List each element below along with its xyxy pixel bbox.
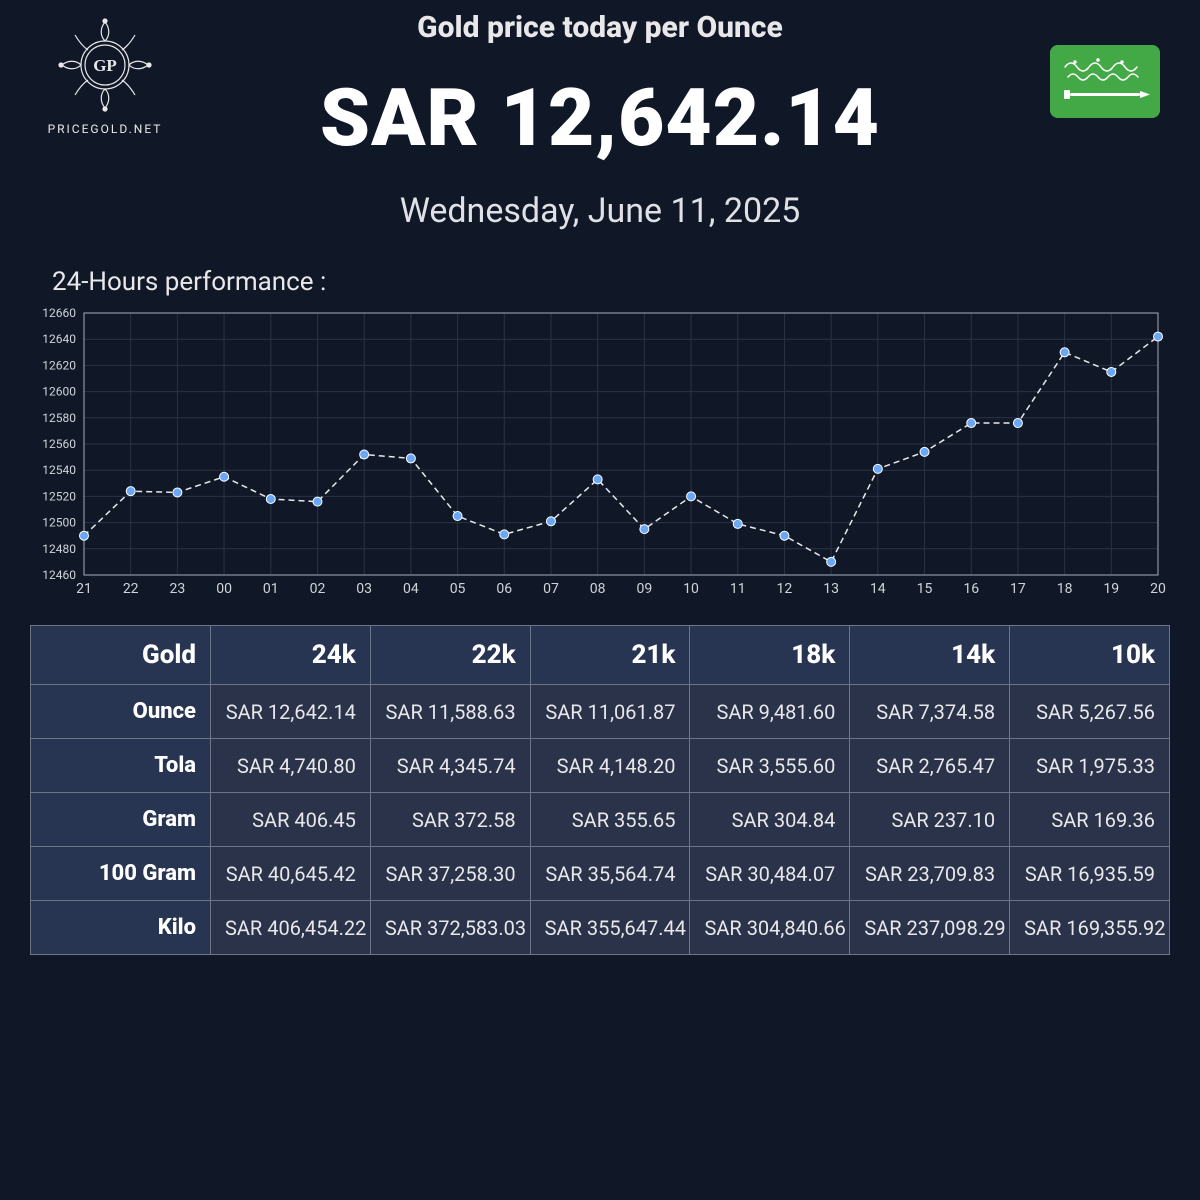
site-logo: GP PRICEGOLD.NET [40,10,170,136]
price-cell: SAR 4,740.80 [211,739,371,793]
price-cell: SAR 355,647.44 [530,901,690,955]
svg-text:07: 07 [543,581,559,597]
price-cell: SAR 1,975.33 [1010,739,1170,793]
svg-text:04: 04 [403,581,419,597]
price-cell: SAR 11,588.63 [370,685,530,739]
svg-text:06: 06 [496,581,512,597]
svg-text:15: 15 [917,581,933,597]
price-cell: SAR 23,709.83 [850,847,1010,901]
svg-text:12560: 12560 [42,437,76,451]
price-cell: SAR 169.36 [1010,793,1170,847]
price-cell: SAR 3,555.60 [690,739,850,793]
price-cell: SAR 406,454.22 [211,901,371,955]
price-cell: SAR 237.10 [850,793,1010,847]
price-cell: SAR 40,645.42 [211,847,371,901]
price-cell: SAR 35,564.74 [530,847,690,901]
chart-title: 24-Hours performance : [52,267,1170,297]
price-cell: SAR 372.58 [370,793,530,847]
row-label: Kilo [31,901,211,955]
svg-text:12480: 12480 [42,542,76,556]
gold-price-table: Gold 24k 22k 21k 18k 14k 10k OunceSAR 12… [30,625,1170,955]
logo-label: PRICEGOLD.NET [40,122,170,136]
svg-text:16: 16 [963,581,979,597]
price-cell: SAR 304,840.66 [690,901,850,955]
svg-text:12640: 12640 [42,332,76,346]
header: Gold price today per Ounce SAR 12,642.14… [30,10,1170,231]
price-cell: SAR 355.65 [530,793,690,847]
price-cell: SAR 12,642.14 [211,685,371,739]
col-22k: 22k [370,626,530,685]
price-cell: SAR 11,061.87 [530,685,690,739]
svg-text:21: 21 [76,581,92,597]
logo-emblem-icon: GP [40,10,170,120]
svg-text:12: 12 [777,581,793,597]
page: GP PRICEGOLD.NET Gold price today per Ou… [0,0,1200,1200]
svg-text:14: 14 [870,581,886,597]
svg-text:20: 20 [1150,581,1166,597]
svg-text:12580: 12580 [42,411,76,425]
row-label: Gram [31,793,211,847]
svg-text:02: 02 [310,581,326,597]
gold-price-main: SAR 12,642.14 [30,71,1170,165]
svg-text:19: 19 [1103,581,1119,597]
svg-text:08: 08 [590,581,606,597]
price-cell: SAR 406.45 [211,793,371,847]
price-cell: SAR 37,258.30 [370,847,530,901]
svg-text:17: 17 [1010,581,1026,597]
price-cell: SAR 30,484.07 [690,847,850,901]
row-label: Tola [31,739,211,793]
col-14k: 14k [850,626,1010,685]
price-cell: SAR 7,374.58 [850,685,1010,739]
svg-text:GP: GP [93,56,117,75]
table-row: GramSAR 406.45SAR 372.58SAR 355.65SAR 30… [31,793,1170,847]
country-flag-icon [1050,45,1160,118]
svg-text:12600: 12600 [42,385,76,399]
table-row: OunceSAR 12,642.14SAR 11,588.63SAR 11,06… [31,685,1170,739]
svg-text:23: 23 [170,581,186,597]
col-18k: 18k [690,626,850,685]
price-cell: SAR 4,345.74 [370,739,530,793]
price-cell: SAR 304.84 [690,793,850,847]
svg-text:12460: 12460 [42,568,76,582]
row-label: Ounce [31,685,211,739]
svg-text:11: 11 [730,581,746,597]
col-21k: 21k [530,626,690,685]
svg-text:09: 09 [636,581,652,597]
table-row: TolaSAR 4,740.80SAR 4,345.74SAR 4,148.20… [31,739,1170,793]
page-title: Gold price today per Ounce [30,10,1170,45]
svg-text:05: 05 [450,581,466,597]
price-cell: SAR 4,148.20 [530,739,690,793]
svg-text:22: 22 [123,581,139,597]
svg-text:18: 18 [1057,581,1073,597]
svg-text:12540: 12540 [42,463,76,477]
price-cell: SAR 16,935.59 [1010,847,1170,901]
price-date: Wednesday, June 11, 2025 [30,191,1170,231]
price-cell: SAR 237,098.29 [850,901,1010,955]
svg-text:03: 03 [356,581,372,597]
table-header-row: Gold 24k 22k 21k 18k 14k 10k [31,626,1170,685]
col-10k: 10k [1010,626,1170,685]
performance-section: 24-Hours performance : 12460124801250012… [30,267,1170,607]
svg-text:00: 00 [216,581,232,597]
svg-text:12660: 12660 [42,306,76,320]
table-row: 100 GramSAR 40,645.42SAR 37,258.30SAR 35… [31,847,1170,901]
svg-text:10: 10 [683,581,699,597]
svg-text:13: 13 [823,581,839,597]
price-cell: SAR 5,267.56 [1010,685,1170,739]
svg-text:12500: 12500 [42,516,76,530]
svg-text:12620: 12620 [42,358,76,372]
col-24k: 24k [211,626,371,685]
svg-text:12520: 12520 [42,489,76,503]
price-cell: SAR 9,481.60 [690,685,850,739]
row-label: 100 Gram [31,847,211,901]
table-row: KiloSAR 406,454.22SAR 372,583.03SAR 355,… [31,901,1170,955]
svg-text:01: 01 [263,581,279,597]
price-cell: SAR 2,765.47 [850,739,1010,793]
table-corner: Gold [31,626,211,685]
price-cell: SAR 169,355.92 [1010,901,1170,955]
performance-chart: 12460 12480 12500 12520 12540 12560 12580 12600… [30,303,1170,603]
price-cell: SAR 372,583.03 [370,901,530,955]
